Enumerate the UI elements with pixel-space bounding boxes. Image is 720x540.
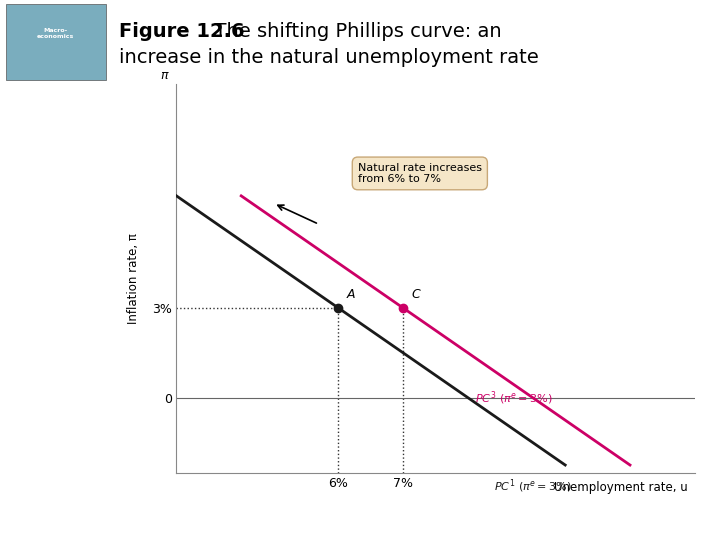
Text: Copyright © 2014 Pearson Education: Copyright © 2014 Pearson Education [14,517,209,528]
Text: A: A [346,287,355,301]
Text: 12-17: 12-17 [675,517,706,528]
Text: $PC^3\ (\pi^e = 3\%)$: $PC^3\ (\pi^e = 3\%)$ [474,389,552,407]
Text: $PC^1\ (\pi^e = 3\%)$: $PC^1\ (\pi^e = 3\%)$ [494,478,572,495]
Text: Unemployment rate, u: Unemployment rate, u [554,481,688,494]
Text: The shifting Phillips curve: an: The shifting Phillips curve: an [202,22,501,40]
Text: Inflation rate, π: Inflation rate, π [127,233,140,323]
Text: π: π [161,69,168,82]
Text: Figure 12.6: Figure 12.6 [119,22,244,40]
Text: C: C [411,287,420,301]
Text: Natural rate increases
from 6% to 7%: Natural rate increases from 6% to 7% [358,163,482,184]
Text: increase in the natural unemployment rate: increase in the natural unemployment rat… [119,48,539,66]
Text: Macro-
economics: Macro- economics [37,28,74,39]
